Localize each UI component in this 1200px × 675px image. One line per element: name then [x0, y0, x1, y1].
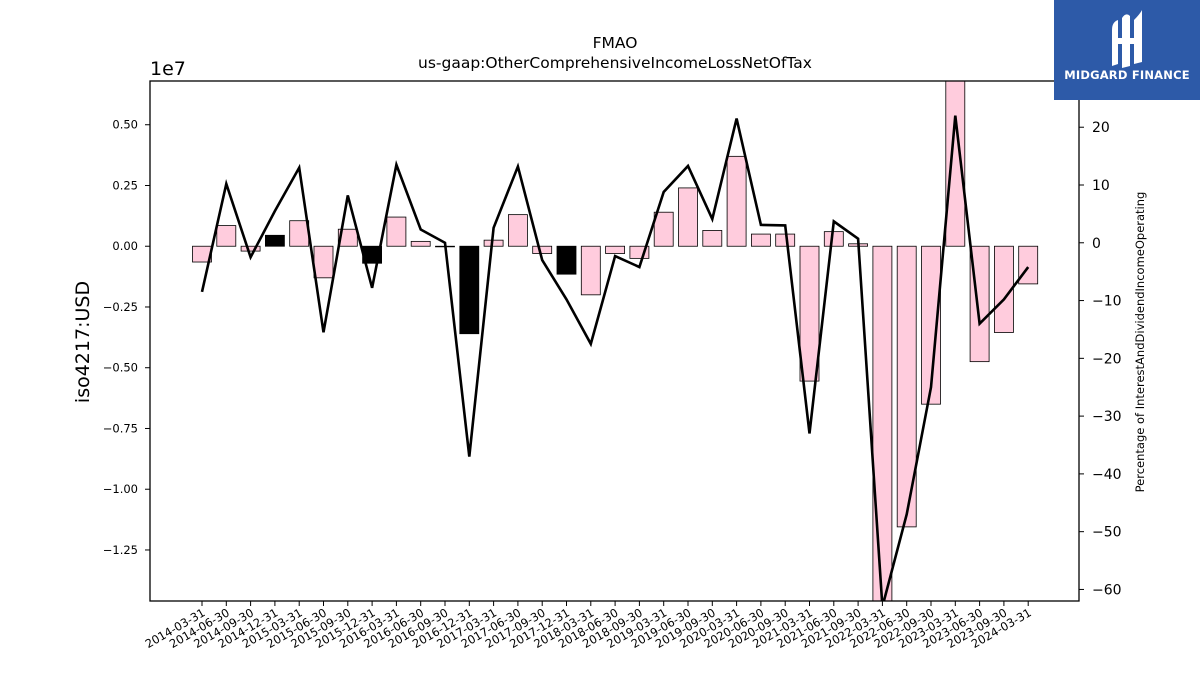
- bar-2018-03-31: [580, 245, 601, 296]
- bar-2014-12-31: [264, 234, 285, 247]
- bar-2020-06-30: [751, 233, 771, 247]
- bar-2014-09-30: [240, 245, 261, 252]
- y-tick-label: −0.50: [103, 361, 138, 375]
- bar-2024-03-31: [1018, 245, 1039, 285]
- y2-tick-label: 0: [1092, 236, 1101, 252]
- bar-2019-06-30: [678, 187, 698, 247]
- y-tick-label: 0.00: [112, 239, 138, 253]
- bar-2015-09-30: [337, 228, 358, 247]
- bar-2016-03-31: [386, 216, 407, 247]
- y2-tick-label: −30: [1092, 409, 1122, 425]
- y2-tick-label: 10: [1092, 178, 1110, 194]
- y-tick-label: 0.25: [112, 178, 138, 192]
- chart-subtitle: us-gaap:OtherComprehensiveIncomeLossNetO…: [418, 54, 812, 72]
- y2-tick-label: 20: [1092, 120, 1110, 136]
- y-tick-label: −0.25: [103, 300, 138, 314]
- bar-2021-03-31: [799, 245, 820, 382]
- bar-2019-03-31: [653, 211, 674, 247]
- brand-logo: MIDGARD FINANCE: [1054, 0, 1200, 100]
- brand-name: MIDGARD FINANCE: [1064, 68, 1190, 82]
- bar-2014-06-30: [216, 225, 237, 247]
- y-tick-label: −1.00: [103, 482, 138, 496]
- y2-tick-label: −50: [1092, 525, 1122, 541]
- bar-2023-09-30: [994, 245, 1014, 333]
- y-axis-label: iso4217:USD: [72, 281, 94, 403]
- y2-tick-label: −20: [1092, 351, 1122, 367]
- y2-tick-label: −40: [1092, 467, 1122, 483]
- axes: 0.50 0.25 0.00 −0.25 −0.50 −0.75 −1.00 −1.25 20 1…: [103, 80, 1122, 651]
- y-tick-label: −1.25: [103, 543, 138, 557]
- bar-2017-06-30: [507, 214, 528, 247]
- bar-2017-12-31: [556, 245, 577, 275]
- bar-2021-06-30: [823, 231, 844, 247]
- y-tick-label: 0.50: [112, 118, 138, 132]
- bar-2022-09-30: [921, 245, 941, 405]
- bar-2019-09-30: [702, 230, 723, 247]
- plot-frame: [149, 80, 1080, 602]
- y2-tick-label: −10: [1092, 294, 1122, 310]
- y-tick-label: −0.75: [103, 421, 138, 435]
- bar-2016-06-30: [410, 240, 431, 247]
- line-series: [200, 115, 1030, 601]
- bar-2022-06-30: [896, 245, 917, 528]
- bar-2015-03-31: [289, 220, 310, 247]
- y2-axis-label: Percentage of InterestAndDividendIncomeO…: [1133, 192, 1147, 493]
- y2-tick-label: −60: [1092, 582, 1122, 598]
- bars: [192, 80, 1039, 602]
- line-percentage: [200, 115, 1030, 601]
- bar-2016-12-31: [459, 245, 480, 335]
- bar-2022-03-31: [872, 245, 893, 602]
- bar-2020-03-31: [726, 155, 747, 247]
- bar-2018-06-30: [605, 245, 625, 254]
- midgard-m-icon: [1112, 10, 1142, 68]
- bar-2017-09-30: [532, 245, 553, 254]
- y-offset-label: 1e7: [150, 58, 186, 80]
- bar-2015-06-30: [313, 245, 334, 279]
- chart-title: FMAO: [593, 34, 638, 52]
- bar-2017-03-31: [483, 239, 504, 247]
